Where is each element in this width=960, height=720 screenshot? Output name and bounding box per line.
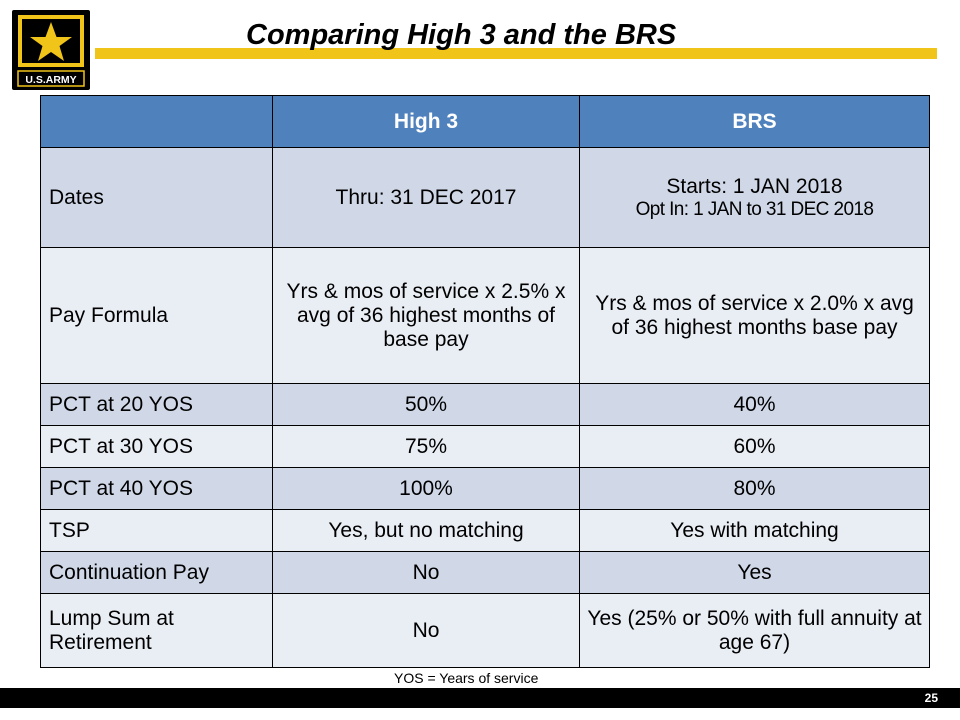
comparison-table: High 3 BRS Dates Thru: 31 DEC 2017 Start…	[40, 95, 930, 668]
cell-high3: No	[272, 593, 580, 668]
cell-high3: 100%	[272, 467, 580, 510]
cell-high3: Yrs & mos of service x 2.5% x avg of 36 …	[272, 247, 580, 384]
table-row: Continuation Pay No Yes	[40, 551, 930, 594]
table-row: Dates Thru: 31 DEC 2017 Starts: 1 JAN 20…	[40, 147, 930, 248]
table-row: PCT at 20 YOS 50% 40%	[40, 383, 930, 426]
table-row: Lump Sum at Retirement No Yes (25% or 50…	[40, 593, 930, 668]
footer-bar: 25	[0, 688, 960, 708]
table-row: Pay Formula Yrs & mos of service x 2.5% …	[40, 247, 930, 384]
footnote: YOS = Years of service	[394, 670, 539, 686]
cell-high3: 75%	[272, 425, 580, 468]
table-row: PCT at 40 YOS 100% 80%	[40, 467, 930, 510]
header-brs: BRS	[579, 95, 930, 148]
header-corner	[40, 95, 273, 148]
cell-high3: Thru: 31 DEC 2017	[272, 147, 580, 248]
cell-brs: 60%	[579, 425, 930, 468]
row-label: PCT at 40 YOS	[40, 467, 273, 510]
us-army-logo: U.S.ARMY	[12, 10, 90, 90]
row-label: PCT at 20 YOS	[40, 383, 273, 426]
header-high3: High 3	[272, 95, 580, 148]
row-label: TSP	[40, 509, 273, 552]
cell-high3: Yes, but no matching	[272, 509, 580, 552]
cell-brs: Starts: 1 JAN 2018 Opt In: 1 JAN to 31 D…	[579, 147, 930, 248]
cell-brs: Yes (25% or 50% with full annuity at age…	[579, 593, 930, 668]
page-number: 25	[924, 691, 938, 705]
row-label: PCT at 30 YOS	[40, 425, 273, 468]
table-header-row: High 3 BRS	[40, 95, 930, 148]
cell-text: Thru: 31 DEC 2017	[335, 185, 517, 209]
row-label: Pay Formula	[40, 247, 273, 384]
cell-text: Starts: 1 JAN 2018	[666, 174, 843, 198]
cell-brs: 80%	[579, 467, 930, 510]
cell-brs: Yes with matching	[579, 509, 930, 552]
row-label: Lump Sum at Retirement	[40, 593, 273, 668]
cell-brs: 40%	[579, 383, 930, 426]
cell-brs: Yrs & mos of service x 2.0% x avg of 36 …	[579, 247, 930, 384]
cell-brs: Yes	[579, 551, 930, 594]
logo-text: U.S.ARMY	[25, 74, 76, 86]
table-row: PCT at 30 YOS 75% 60%	[40, 425, 930, 468]
table-row: TSP Yes, but no matching Yes with matchi…	[40, 509, 930, 552]
page-title: Comparing High 3 and the BRS	[246, 19, 677, 51]
row-label: Dates	[40, 147, 273, 248]
cell-high3: No	[272, 551, 580, 594]
title-underline	[95, 48, 937, 59]
row-label: Continuation Pay	[40, 551, 273, 594]
cell-high3: 50%	[272, 383, 580, 426]
cell-text: Opt In: 1 JAN to 31 DEC 2018	[635, 198, 874, 220]
